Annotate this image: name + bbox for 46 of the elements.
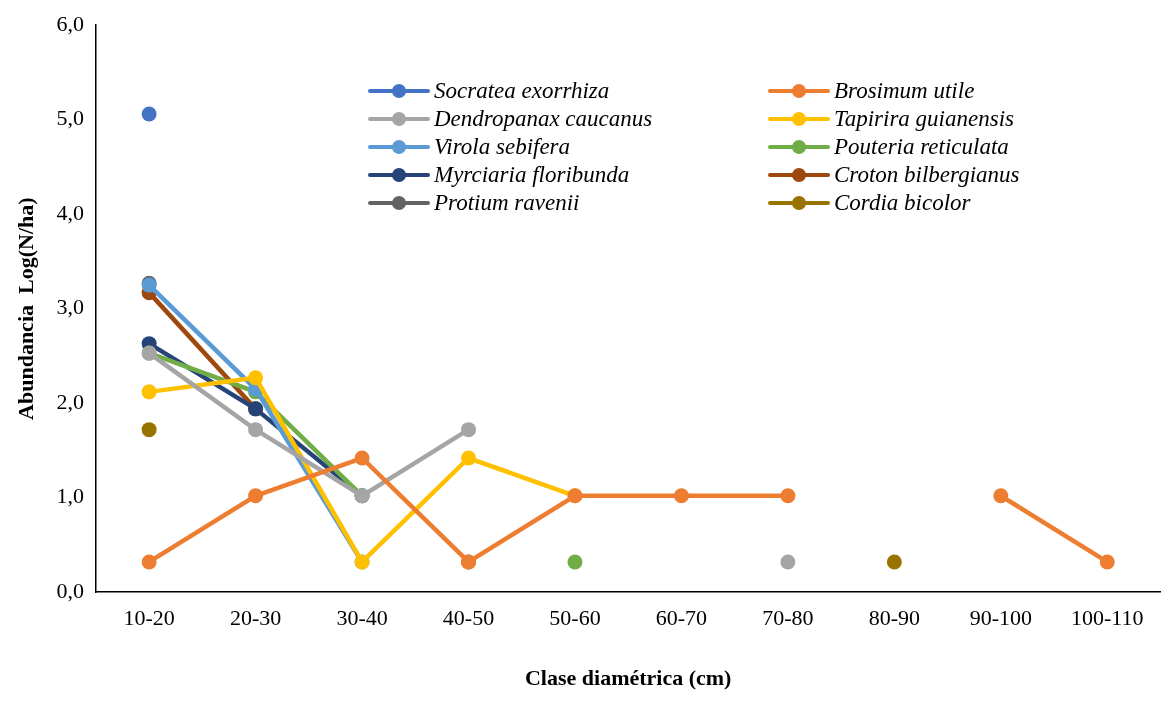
x-tick-label: 40-50 — [442, 605, 495, 631]
y-tick-label: 1,0 — [56, 483, 84, 509]
legend-label: Tapirira guianensis — [834, 106, 1015, 132]
y-tick-label: 4,0 — [56, 199, 84, 225]
point — [354, 450, 370, 466]
point — [993, 488, 1009, 504]
legend-label: Pouteria reticulata — [834, 134, 1009, 160]
point — [248, 488, 264, 504]
point — [141, 554, 157, 570]
x-axis-title: Clase diamétrica (cm) — [524, 665, 732, 691]
legend-label: Virola sebifera — [434, 134, 571, 160]
legend-label: Croton bilbergianus — [834, 162, 1020, 188]
x-tick-label: 80-90 — [868, 605, 921, 631]
point — [461, 422, 477, 438]
x-tick-label: 90-100 — [969, 605, 1032, 631]
legend-label: Protium ravenii — [434, 190, 580, 216]
x-tick-label: 50-60 — [549, 605, 601, 631]
point — [141, 106, 157, 122]
legend-label: Socratea exorrhiza — [434, 78, 610, 104]
point — [248, 422, 264, 438]
point — [673, 488, 689, 504]
y-tick-label: 5,0 — [56, 105, 84, 131]
x-tick-label: 100-110 — [1071, 605, 1144, 631]
y-axis-title: Abundancia Log(N/ha) — [12, 197, 38, 420]
legend-label: Brosimum utile — [834, 78, 975, 104]
point — [780, 488, 796, 504]
point — [886, 554, 902, 570]
point — [1099, 554, 1115, 570]
x-tick-label: 30-40 — [336, 605, 388, 631]
legend-label: Cordia bicolor — [834, 190, 971, 216]
y-tick-label: 2,0 — [56, 388, 84, 414]
y-tick-label: 3,0 — [56, 294, 84, 320]
point — [567, 554, 583, 570]
x-tick-label: 20-30 — [229, 605, 282, 631]
point — [141, 422, 157, 438]
x-tick-label: 60-70 — [655, 605, 708, 631]
point — [141, 384, 157, 400]
legend-label: Dendropanax caucanus — [434, 106, 653, 132]
y-tick-label: 6,0 — [56, 10, 84, 36]
x-tick-label: 10-20 — [123, 605, 175, 631]
point — [461, 450, 477, 466]
point — [780, 554, 796, 570]
point — [248, 370, 264, 386]
legend-label: Myrciaria floribunda — [434, 162, 630, 188]
x-tick-label: 70-80 — [762, 605, 814, 631]
y-tick-label: 0,0 — [56, 577, 84, 603]
